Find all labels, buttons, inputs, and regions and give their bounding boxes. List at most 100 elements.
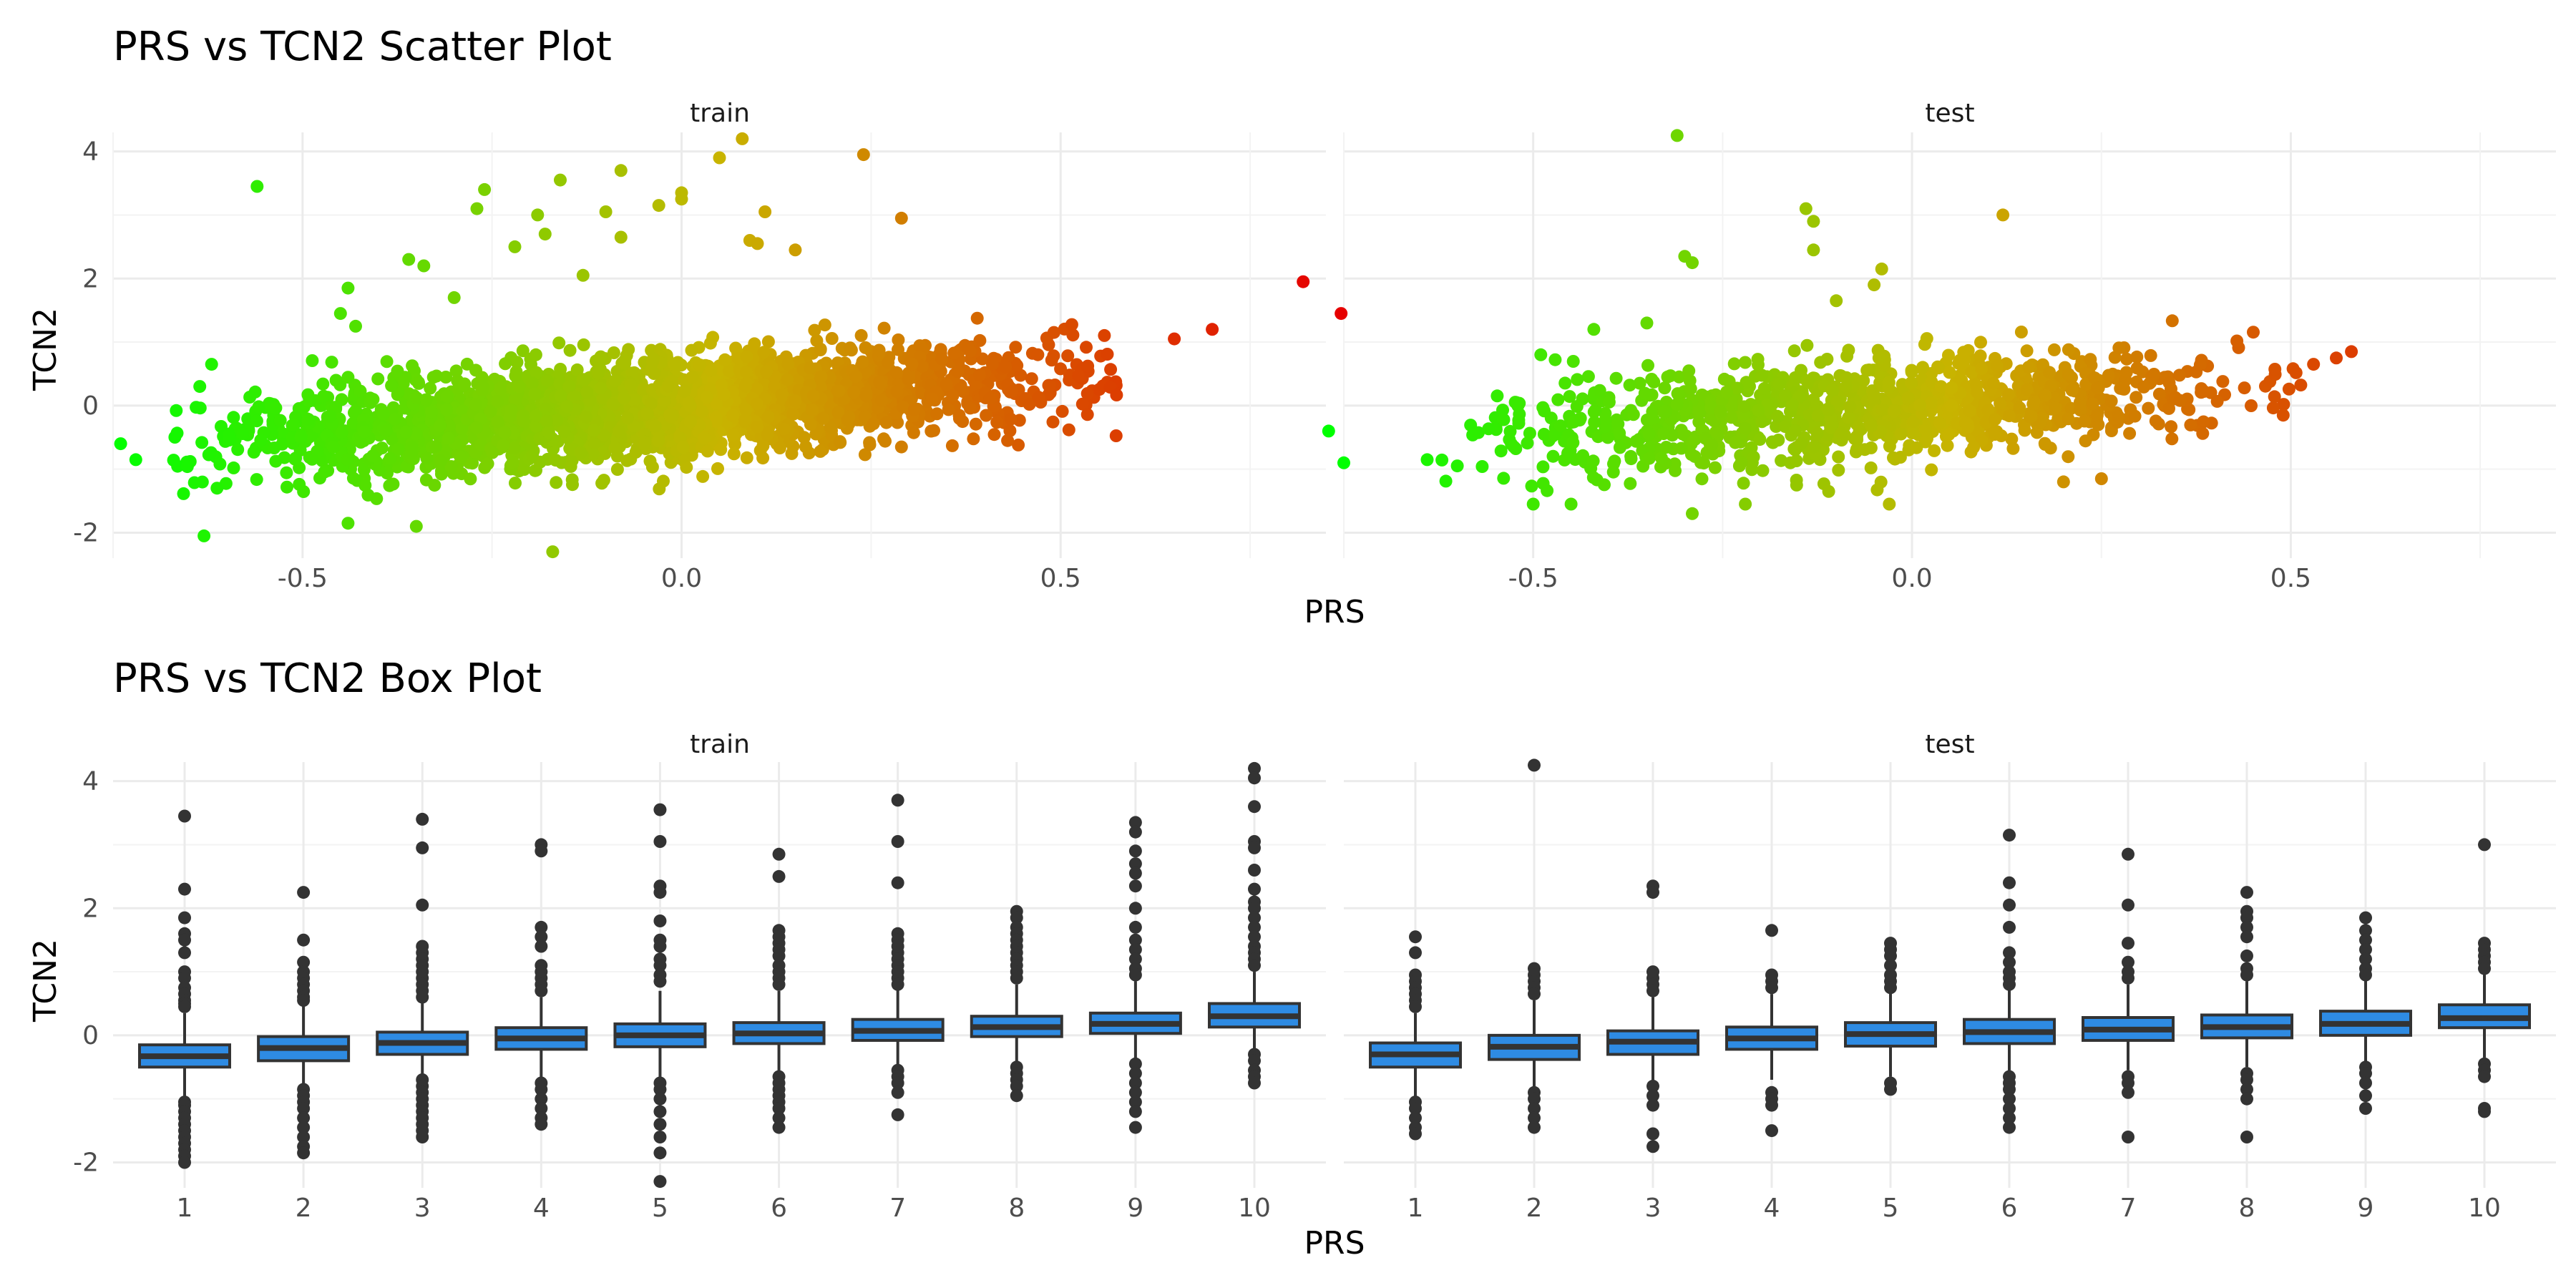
scatter-point bbox=[1081, 359, 1095, 373]
scatter-point bbox=[466, 457, 479, 470]
scatter-point bbox=[1607, 457, 1620, 471]
scatter-point bbox=[648, 419, 662, 433]
scatter-point bbox=[554, 389, 567, 403]
scatter-point bbox=[1990, 359, 2004, 373]
scatter-point bbox=[2047, 343, 2061, 356]
scatter-point bbox=[210, 482, 224, 495]
scatter-point bbox=[2165, 432, 2179, 446]
scatter-point bbox=[329, 401, 343, 414]
scatter-point bbox=[1945, 381, 1958, 394]
scatter-point bbox=[1975, 362, 1989, 376]
scatter-point bbox=[1737, 477, 1750, 490]
scatter-point bbox=[1883, 497, 1896, 511]
scatter-point bbox=[2197, 415, 2210, 429]
box-outlier-point bbox=[178, 882, 191, 896]
scatter-point bbox=[486, 446, 499, 459]
scatter-point bbox=[1420, 453, 1434, 467]
box-outlier-point bbox=[535, 940, 548, 953]
box-outlier-point bbox=[2359, 1076, 2372, 1090]
scatter-point bbox=[606, 397, 620, 411]
scatter-point bbox=[683, 415, 697, 429]
box-x-tick-label: 5 bbox=[652, 1194, 668, 1223]
scatter-point bbox=[1888, 404, 1901, 417]
scatter-point bbox=[1872, 351, 1885, 365]
scatter-point bbox=[2117, 382, 2131, 396]
scatter-point bbox=[2002, 388, 2016, 401]
scatter-point bbox=[1045, 353, 1058, 367]
scatter-point bbox=[1875, 262, 1888, 275]
scatter-point bbox=[951, 365, 965, 379]
scatter-point bbox=[530, 366, 543, 379]
box-x-ticks-train: 1 2 3 4 5 6 7 8 9 10 bbox=[177, 1194, 1271, 1223]
scatter-point bbox=[325, 356, 338, 369]
scatter-point bbox=[1581, 370, 1595, 384]
scatter-point bbox=[2128, 409, 2142, 423]
scatter-point bbox=[935, 352, 949, 366]
scatter-point bbox=[317, 389, 331, 403]
scatter-point bbox=[676, 441, 690, 454]
box-series-train bbox=[138, 761, 1301, 1189]
box-x-tick-label: 3 bbox=[1645, 1194, 1662, 1223]
scatter-point bbox=[449, 364, 463, 378]
scatter-point bbox=[469, 398, 482, 411]
box-outlier-point bbox=[297, 886, 311, 899]
box-outlier-point bbox=[2240, 949, 2253, 962]
scatter-point bbox=[1061, 349, 1075, 363]
scatter-point bbox=[729, 341, 743, 355]
box-outlier-point bbox=[2003, 829, 2016, 842]
scatter-point bbox=[457, 378, 471, 391]
scatter-point bbox=[1043, 379, 1056, 392]
box-outlier-point bbox=[535, 844, 548, 858]
box-outlier-point bbox=[1765, 924, 1778, 937]
scatter-point bbox=[640, 407, 654, 420]
box-outlier-point bbox=[1010, 971, 1023, 985]
scatter-point bbox=[1439, 474, 1453, 488]
scatter-point bbox=[1566, 355, 1580, 368]
scatter-point bbox=[1727, 357, 1741, 371]
box-outlier-point bbox=[653, 914, 667, 927]
scatter-point bbox=[701, 444, 714, 458]
scatter-point bbox=[841, 413, 854, 426]
scatter-point bbox=[952, 409, 966, 422]
scatter-point bbox=[1075, 397, 1089, 411]
scatter-point bbox=[1062, 423, 1075, 436]
scatter-point bbox=[509, 369, 522, 383]
box-outlier-point bbox=[297, 933, 311, 947]
box-outlier-point bbox=[2478, 1105, 2491, 1118]
scatter-point bbox=[2245, 399, 2258, 412]
scatter-point bbox=[1943, 366, 1956, 379]
scatter-point bbox=[375, 441, 389, 455]
scatter-point bbox=[980, 409, 993, 422]
scatter-point bbox=[726, 428, 740, 441]
scatter-point bbox=[685, 343, 698, 357]
scatter-point bbox=[529, 348, 542, 361]
scatter-point bbox=[508, 240, 522, 253]
scatter-point bbox=[540, 374, 554, 388]
scatter-point bbox=[1297, 275, 1310, 288]
scatter-point bbox=[1807, 215, 1820, 228]
scatter-point bbox=[1623, 379, 1636, 392]
scatter-point bbox=[985, 357, 999, 371]
box-outlier-point bbox=[653, 886, 667, 899]
scatter-point bbox=[1989, 413, 2001, 426]
box-facet-train-label: train bbox=[690, 730, 750, 759]
box-x-tick-label: 3 bbox=[414, 1194, 431, 1223]
box-outlier-point bbox=[1128, 920, 1142, 934]
scatter-point bbox=[1670, 129, 1684, 142]
scatter-point bbox=[402, 253, 416, 266]
scatter-x-tick-label: 0.5 bbox=[2270, 564, 2311, 593]
scatter-point bbox=[1840, 380, 1853, 394]
scatter-point bbox=[250, 473, 263, 487]
scatter-point bbox=[963, 401, 977, 415]
scatter-point bbox=[657, 474, 670, 488]
scatter-point bbox=[1640, 316, 1654, 330]
box-outlier-point bbox=[1248, 864, 1261, 877]
scatter-point bbox=[560, 400, 574, 413]
scatter-point bbox=[2043, 366, 2057, 379]
box-outlier-point bbox=[1248, 1076, 1261, 1090]
scatter-point bbox=[1967, 441, 1981, 454]
scatter-point bbox=[302, 413, 316, 426]
scatter-point bbox=[540, 414, 553, 428]
scatter-point bbox=[252, 400, 265, 414]
scatter-point bbox=[1874, 475, 1888, 489]
